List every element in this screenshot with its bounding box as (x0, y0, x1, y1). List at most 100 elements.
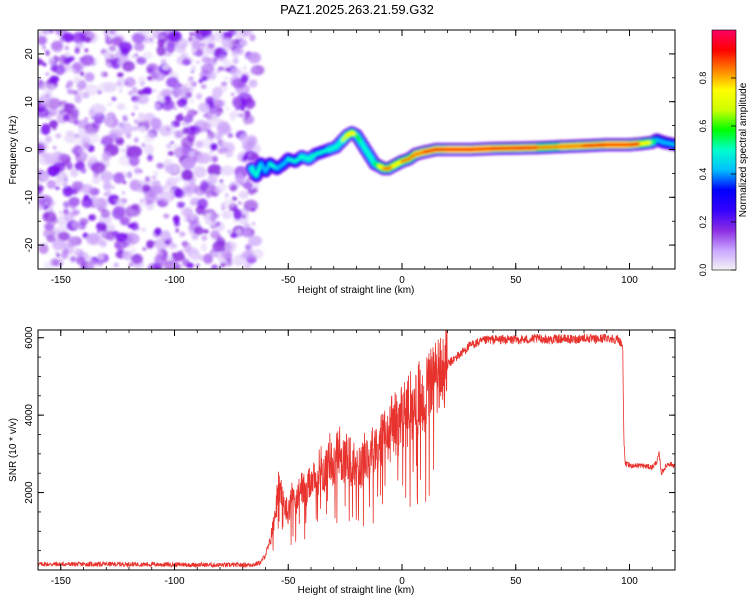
noise-blob (203, 253, 213, 265)
noise-blob (130, 125, 139, 132)
noise-blob (49, 75, 60, 83)
noise-blob (97, 252, 105, 261)
noise-blob (52, 239, 65, 251)
noise-blob (242, 181, 253, 190)
noise-blob (134, 137, 139, 143)
noise-blob (42, 211, 57, 223)
noise-blob (246, 253, 257, 264)
noise-blob (224, 192, 229, 198)
noise-blob (146, 240, 155, 249)
noise-blob (48, 57, 56, 66)
noise-blob (81, 197, 93, 208)
ridge-segment (639, 140, 655, 146)
noise-blob (187, 109, 197, 118)
noise-blob (38, 243, 49, 254)
noise-blob (198, 254, 205, 261)
noise-blob (46, 179, 57, 189)
noise-blob (52, 126, 57, 131)
noise-blob (176, 201, 186, 209)
noise-blob (221, 206, 226, 211)
noise-blob (134, 119, 139, 124)
noise-blob (86, 259, 98, 269)
noise-blob (230, 67, 242, 76)
noise-blob (190, 98, 194, 103)
noise-blob (157, 34, 166, 40)
noise-blob (183, 242, 192, 253)
noise-blob (163, 158, 173, 167)
noise-blob (81, 91, 90, 99)
colorbar-tick-label: 0.0 (698, 264, 708, 277)
noise-blob (100, 209, 111, 218)
noise-blob (210, 230, 221, 239)
noise-blob (187, 77, 193, 82)
noise-blob (82, 232, 88, 237)
noise-blob (66, 162, 73, 170)
noise-blob (211, 264, 219, 269)
noise-blob (134, 53, 138, 58)
noise-blob (128, 90, 134, 96)
noise-blob (47, 165, 60, 177)
noise-blob (156, 44, 166, 57)
noise-blob (121, 198, 128, 204)
noise-blob (248, 235, 263, 247)
noise-blob (74, 94, 82, 104)
noise-blob (86, 233, 101, 245)
noise-blob (242, 114, 255, 125)
noise-blob (173, 188, 184, 198)
noise-blob (148, 39, 155, 45)
noise-blob (101, 151, 112, 161)
noise-blob (240, 74, 249, 83)
noise-blob (156, 199, 165, 207)
noise-blob (192, 166, 207, 178)
snr-plot-area (38, 330, 675, 570)
noise-blob (128, 155, 140, 167)
spectrogram-ytick-label: 0 (24, 146, 35, 152)
noise-blob (107, 224, 116, 231)
noise-blob (41, 30, 51, 36)
snr-xtick-label: 0 (399, 576, 405, 587)
noise-blob (131, 248, 136, 253)
noise-blob (176, 83, 183, 88)
noise-blob (138, 30, 151, 36)
noise-blob (167, 30, 182, 43)
noise-blob (175, 114, 184, 122)
noise-blob (152, 89, 157, 92)
noise-blob (122, 250, 133, 261)
noise-blob (125, 233, 140, 245)
noise-blob (248, 52, 261, 64)
noise-blob (186, 190, 193, 198)
noise-blob (173, 106, 177, 110)
noise-blob (169, 242, 176, 249)
noise-blob (220, 165, 235, 176)
noise-blob (199, 36, 204, 41)
noise-blob (166, 189, 175, 196)
noise-blob (118, 88, 123, 93)
noise-blob (122, 61, 135, 72)
noise-blob (238, 190, 249, 199)
noise-blob (64, 134, 77, 144)
noise-blob (166, 43, 176, 53)
noise-blob (219, 179, 224, 183)
noise-blob (113, 205, 126, 217)
noise-blob (154, 227, 162, 236)
noise-blob (59, 105, 65, 109)
noise-blob (209, 213, 217, 222)
noise-blob (225, 244, 233, 251)
spectrogram-xtick-label: 100 (621, 275, 638, 286)
noise-blob (210, 115, 217, 121)
noise-blob (90, 62, 96, 66)
noise-blob (231, 50, 239, 57)
noise-blob (165, 177, 178, 188)
noise-blob (91, 162, 106, 174)
noise-blob (153, 170, 159, 177)
noise-blob (160, 58, 167, 65)
noise-blob (144, 132, 155, 143)
noise-blob (62, 32, 74, 43)
spectrogram-xtick-label: -50 (281, 275, 296, 286)
noise-blob (240, 30, 253, 37)
noise-blob (195, 154, 207, 164)
noise-blob (208, 71, 217, 80)
noise-blob (55, 186, 60, 190)
ridge-segment (582, 142, 609, 148)
